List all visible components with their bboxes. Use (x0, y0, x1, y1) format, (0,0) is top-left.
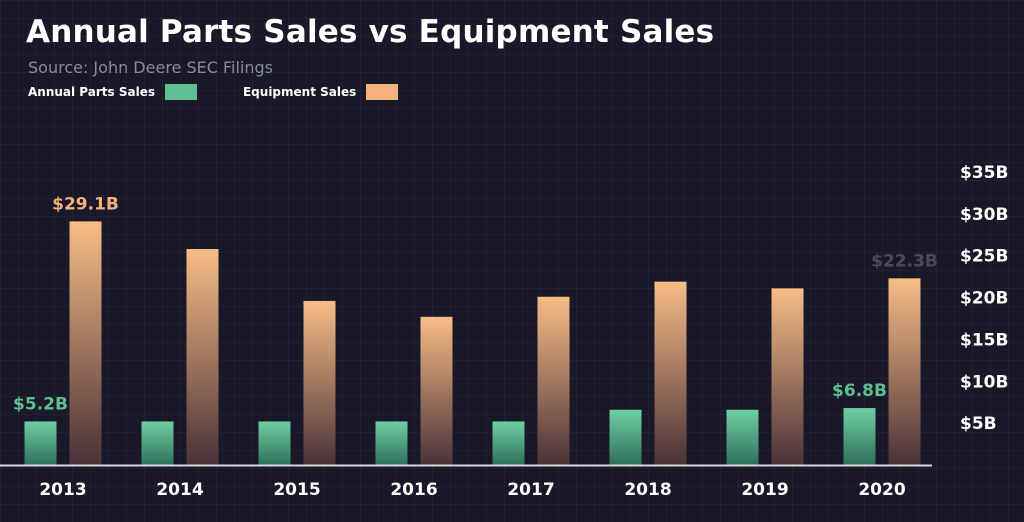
bar-equipment-2019 (771, 288, 804, 465)
bar-equipment-2016 (420, 316, 453, 465)
legend-swatch-parts (164, 84, 197, 100)
x-tick-label-2014: 2014 (156, 480, 203, 500)
bar-equipment-2020 (888, 278, 921, 465)
y-tick-label-30: $30B (960, 205, 1008, 225)
bar-parts-2018 (609, 409, 642, 465)
legend-label-equipment: Equipment Sales (242, 85, 357, 99)
y-tick-label-20: $20B (960, 289, 1008, 309)
bar-parts-2020 (843, 408, 876, 465)
bar-parts-2019 (726, 409, 759, 465)
data-label-parts-2013: $5.2B (13, 394, 68, 414)
x-tick-label-2017: 2017 (507, 480, 554, 500)
bar-parts-2015 (258, 421, 291, 465)
legend-item-parts: Annual Parts Sales (28, 84, 197, 100)
bar-parts-2016 (375, 421, 408, 465)
bar-equipment-2015 (303, 300, 336, 465)
legend: Annual Parts Sales Equipment Sales (28, 84, 444, 100)
bar-equipment-2018 (654, 281, 687, 465)
bar-parts-2014 (141, 421, 174, 465)
bar-parts-2013 (24, 421, 57, 465)
data-label-parts-2020: $6.8B (832, 381, 887, 401)
y-tick-label-5: $5B (960, 414, 997, 434)
x-tick-label-2018: 2018 (624, 480, 671, 500)
bar-equipment-2013 (69, 221, 102, 465)
x-tick-label-2016: 2016 (390, 480, 437, 500)
x-tick-label-2019: 2019 (741, 480, 788, 500)
legend-label-parts: Annual Parts Sales (28, 85, 155, 99)
y-tick-label-25: $25B (960, 247, 1008, 267)
legend-item-equipment: Equipment Sales (242, 84, 399, 100)
bar-parts-2017 (492, 421, 525, 465)
bar-equipment-2014 (186, 249, 219, 465)
x-tick-label-2020: 2020 (858, 480, 905, 500)
chart-subtitle: Source: John Deere SEC Filings (28, 58, 273, 77)
data-label-equipment-2020: $22.3B (871, 251, 938, 271)
x-tick-label-2015: 2015 (273, 480, 320, 500)
y-tick-label-15: $15B (960, 330, 1008, 350)
x-tick-label-2013: 2013 (39, 480, 86, 500)
y-tick-label-35: $35B (960, 163, 1008, 183)
legend-swatch-equipment (366, 84, 399, 100)
y-tick-label-10: $10B (960, 372, 1008, 392)
bar-equipment-2017 (537, 296, 570, 465)
data-label-equipment-2013: $29.1B (52, 194, 119, 214)
chart-title: Annual Parts Sales vs Equipment Sales (26, 14, 715, 50)
